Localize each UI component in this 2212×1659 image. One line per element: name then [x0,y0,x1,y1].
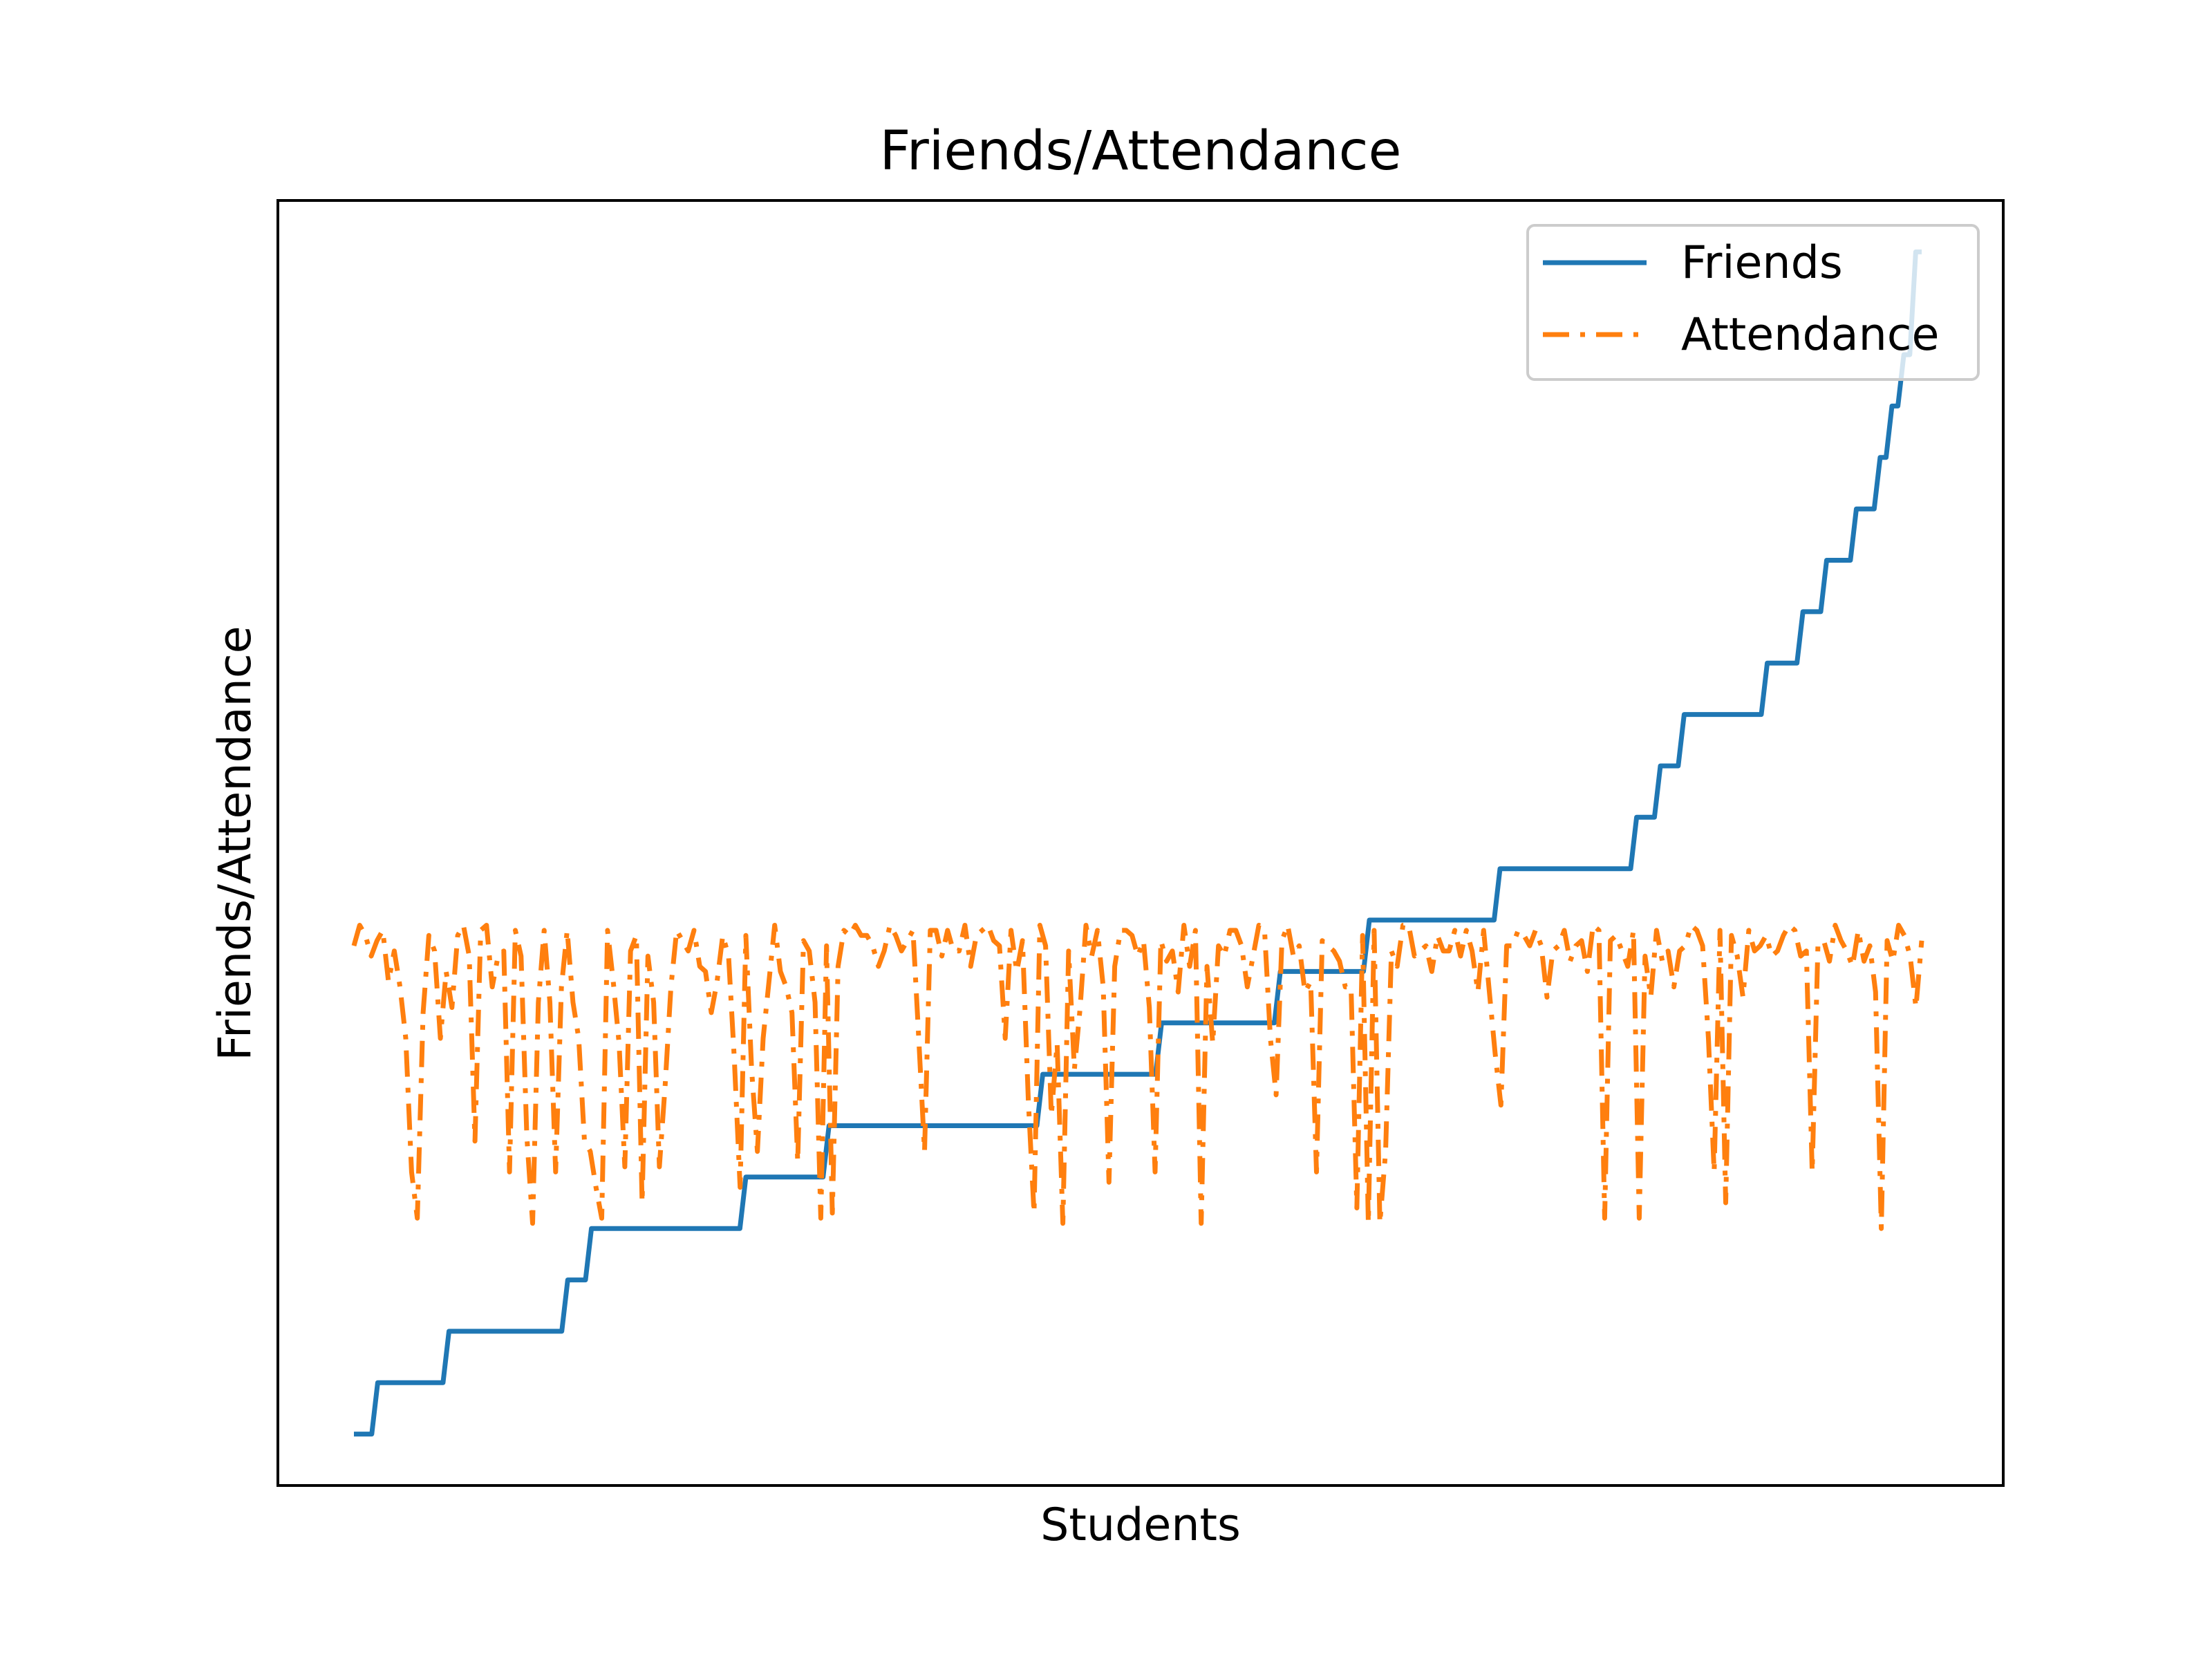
legend-label-attendance: Attendance [1681,309,1940,361]
legend-label-friends: Friends [1681,237,1843,289]
plot-frame [276,199,2005,1487]
series-line-attendance [351,923,1924,1231]
legend: Friends Attendance [1526,224,1980,381]
plot-background [278,200,2003,1485]
x-axis-label: Students [1040,1499,1241,1551]
plot-area [276,199,2005,1487]
series-layer [351,249,1924,1437]
series-line-friends [354,249,1922,1437]
chart-title: Friends/Attendance [880,120,1402,182]
y-axis-label: Friends/Attendance [209,626,261,1060]
